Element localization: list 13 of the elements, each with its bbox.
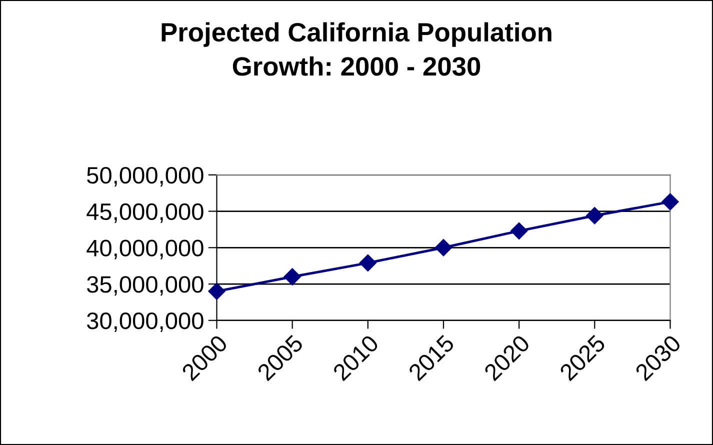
y-tick-label: 50,000,000 [87, 166, 204, 186]
point [434, 239, 452, 256]
y-tick-label: 35,000,000 [86, 276, 204, 296]
y-tick-label: 45,000,000 [86, 203, 204, 223]
point [359, 254, 376, 272]
chart-title: Projected California Population Growth: 2000 - 2030 [162, 22, 552, 76]
point [662, 193, 679, 210]
point [586, 207, 604, 224]
y-tick-label: 30,000,000 [86, 312, 204, 332]
point [284, 268, 301, 286]
point [510, 222, 528, 240]
point [208, 282, 226, 300]
y-tick-label: 40,000,000 [86, 240, 204, 260]
